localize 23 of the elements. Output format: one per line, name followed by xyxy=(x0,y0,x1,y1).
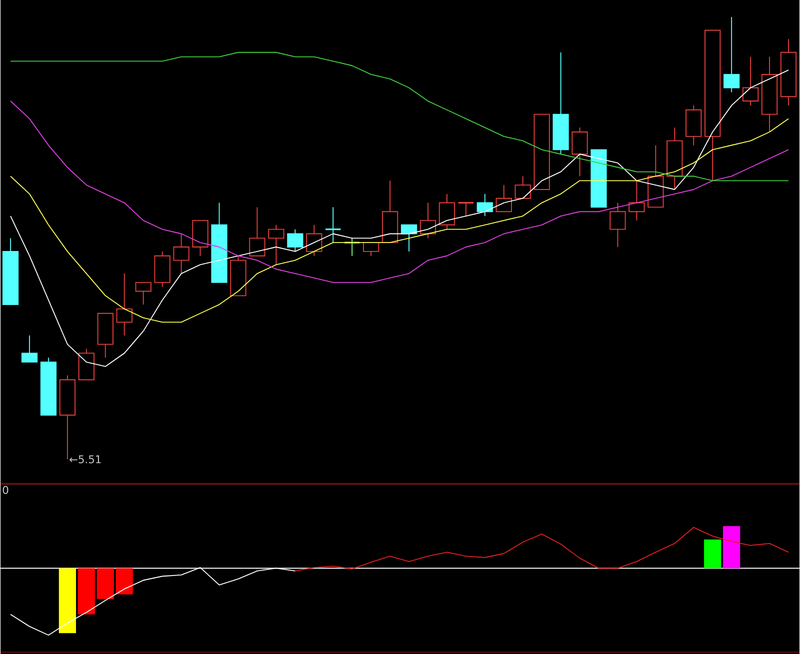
candlestick xyxy=(344,238,360,256)
candlestick xyxy=(135,282,152,305)
candlestick xyxy=(724,16,740,93)
candlestick xyxy=(173,233,190,274)
candlestick xyxy=(458,202,474,216)
candlestick xyxy=(572,127,588,177)
candlestick xyxy=(438,193,455,230)
candlestick xyxy=(324,206,342,244)
annotation: ←5.51 xyxy=(70,455,101,464)
candlestick xyxy=(514,176,531,199)
candlestick xyxy=(268,224,284,266)
candlestick xyxy=(362,242,380,256)
candlestick xyxy=(116,273,132,336)
candlestick xyxy=(496,184,512,212)
candlestick xyxy=(742,56,759,106)
candlestick xyxy=(306,224,322,256)
candlestick xyxy=(628,180,645,221)
candlestick xyxy=(610,202,626,248)
candlestick xyxy=(249,206,266,256)
candlestick xyxy=(476,193,493,216)
candlestick xyxy=(21,334,38,362)
candlestick xyxy=(287,228,304,252)
text: 0 xyxy=(2,486,8,494)
